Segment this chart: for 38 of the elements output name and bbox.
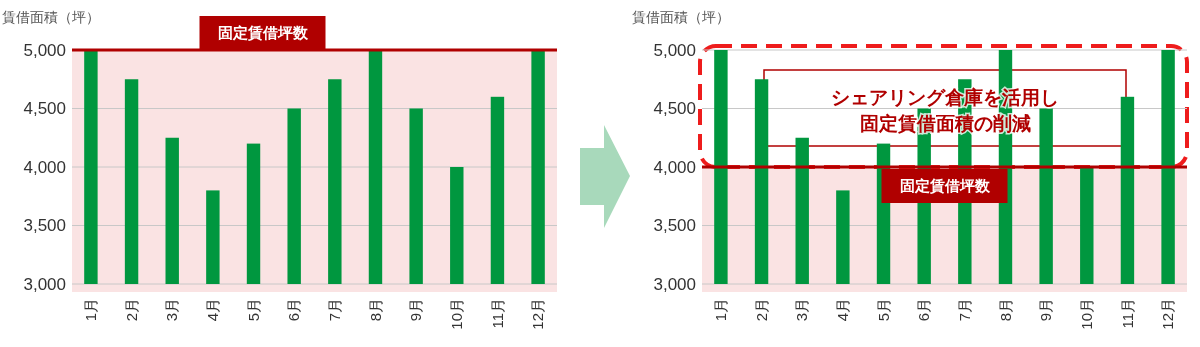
- x-tick-label: 7月: [326, 298, 344, 322]
- y-tick-label: 5,000: [23, 40, 66, 60]
- y-axis-title: 賃借面積（坪）: [2, 9, 100, 25]
- y-tick-label: 4,000: [653, 157, 696, 177]
- x-tick-label: 1月: [82, 298, 100, 322]
- x-tick-label: 3月: [793, 298, 811, 322]
- x-tick-label: 10月: [448, 298, 466, 330]
- ref-line-label: 固定賃借坪数: [899, 177, 991, 195]
- x-tick-label: 10月: [1078, 298, 1096, 330]
- y-tick-label: 3,500: [23, 216, 66, 236]
- x-tick-label: 5月: [244, 298, 262, 322]
- x-tick-label: 5月: [874, 298, 892, 322]
- x-tick-label: 12月: [1159, 298, 1177, 330]
- x-tick-label: 2月: [122, 298, 140, 322]
- ref-line-label: 固定賃借坪数: [217, 24, 309, 42]
- x-tick-label: 11月: [1118, 298, 1136, 329]
- y-tick-label: 3,000: [23, 274, 66, 294]
- x-tick-label: 9月: [407, 298, 425, 322]
- x-tick-label: 1月: [712, 298, 730, 322]
- x-tick-label: 2月: [752, 298, 770, 322]
- y-tick-label: 4,500: [23, 99, 66, 119]
- x-tick-label: 6月: [285, 298, 303, 322]
- y-tick-label: 3,500: [653, 216, 696, 236]
- y-tick-label: 3,000: [653, 274, 696, 294]
- y-tick-label: 4,500: [653, 99, 696, 119]
- x-tick-label: 11月: [488, 298, 506, 329]
- x-tick-label: 7月: [956, 298, 974, 322]
- x-tick-label: 3月: [163, 298, 181, 322]
- x-tick-label: 4月: [204, 298, 222, 322]
- x-tick-label: 9月: [1037, 298, 1055, 322]
- x-tick-label: 12月: [529, 298, 547, 330]
- y-tick-label: 4,000: [23, 157, 66, 177]
- x-tick-label: 8月: [996, 298, 1014, 322]
- x-tick-label: 8月: [366, 298, 384, 322]
- y-tick-label: 5,000: [653, 40, 696, 60]
- x-tick-label: 6月: [915, 298, 933, 322]
- y-axis-title: 賃借面積（坪）: [632, 9, 730, 25]
- x-tick-label: 4月: [834, 298, 852, 322]
